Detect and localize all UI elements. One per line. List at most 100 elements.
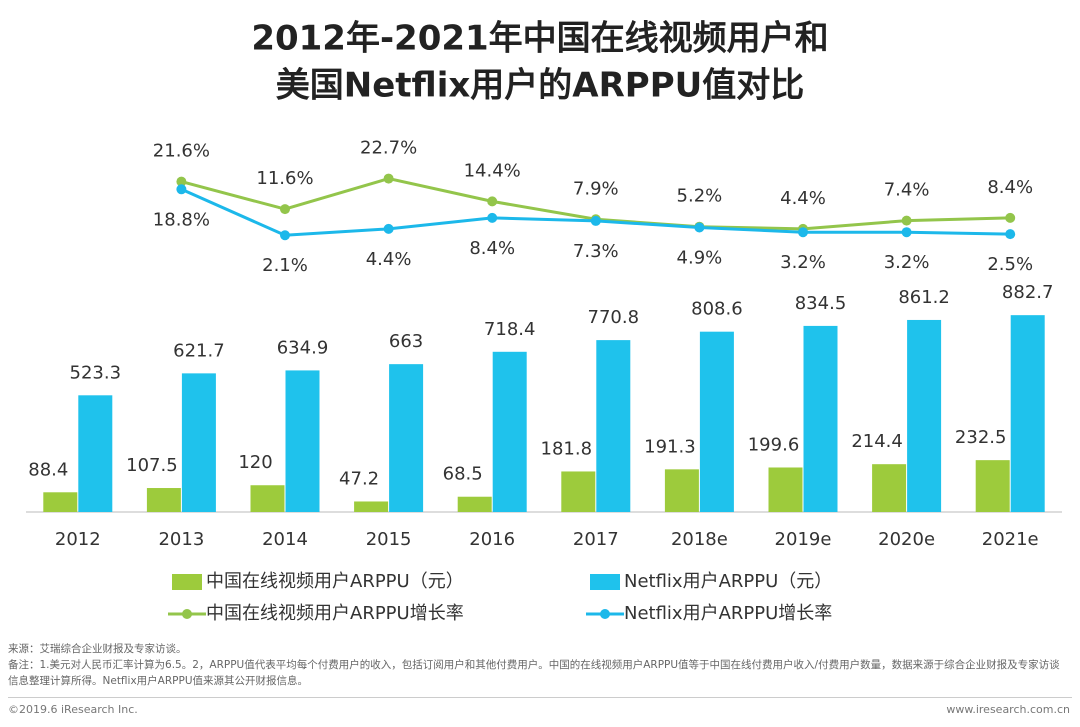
data-label: 7.9% — [573, 178, 619, 199]
marker — [798, 227, 808, 238]
bar — [1010, 315, 1045, 512]
footer-rule — [8, 697, 1072, 698]
bar — [389, 364, 424, 512]
data-label: 21.6% — [153, 141, 210, 162]
bar — [78, 395, 113, 512]
x-tick-label: 2017 — [573, 529, 619, 550]
bar — [457, 496, 492, 512]
data-label: 808.6 — [691, 299, 743, 320]
legend-swatch — [172, 574, 202, 590]
bar — [975, 460, 1010, 512]
data-label: 107.5 — [126, 455, 178, 476]
chart-title: 2012年-2021年中国在线视频用户和 — [251, 19, 828, 59]
data-label: 199.6 — [748, 434, 800, 455]
data-label: 523.3 — [70, 362, 122, 383]
marker — [176, 176, 187, 187]
x-tick-label: 2016 — [469, 529, 515, 550]
data-label: 8.4% — [469, 238, 515, 259]
data-label: 14.4% — [464, 160, 521, 181]
bar — [285, 370, 320, 512]
data-label: 11.6% — [256, 168, 313, 189]
bar — [907, 319, 942, 512]
bar — [250, 485, 285, 512]
data-label: 634.9 — [277, 337, 329, 358]
marker — [383, 173, 394, 184]
x-tick-label: 2020e — [878, 529, 935, 550]
marker — [487, 196, 498, 207]
data-label: 22.7% — [360, 138, 417, 159]
legend-label: Netflix用户ARPPU增长率 — [624, 603, 832, 624]
marker — [1005, 229, 1016, 240]
website: www.iresearch.com.cn — [946, 703, 1070, 716]
data-label: 7.4% — [884, 180, 930, 201]
data-label: 3.2% — [780, 252, 826, 273]
bar — [596, 340, 631, 512]
x-tick-label: 2012 — [55, 529, 101, 550]
bar — [664, 469, 699, 512]
data-label: 8.4% — [987, 177, 1033, 198]
data-label: 4.9% — [677, 248, 723, 269]
data-label: 191.3 — [644, 436, 696, 457]
legend-label: 中国在线视频用户ARPPU（元） — [206, 571, 464, 592]
data-label: 3.2% — [884, 252, 930, 273]
data-label: 181.8 — [541, 438, 593, 459]
bar — [803, 325, 838, 512]
chart: 2012年-2021年中国在线视频用户和 美国Netflix用户的ARPPU值对… — [26, 19, 1062, 624]
legend-label: 中国在线视频用户ARPPU增长率 — [206, 603, 464, 624]
marker — [280, 230, 290, 241]
x-tick-label: 2019e — [775, 529, 832, 550]
bar — [146, 488, 181, 512]
marker — [280, 204, 290, 215]
data-label: 68.5 — [443, 464, 483, 485]
data-label: 88.4 — [28, 459, 68, 480]
legend-swatch — [600, 609, 610, 619]
data-label: 4.4% — [780, 188, 826, 209]
source-note: 来源：艾瑞综合企业财报及专家访谈。 — [8, 643, 187, 655]
data-label: 770.8 — [588, 307, 640, 328]
data-label: 5.2% — [677, 186, 723, 207]
data-label: 718.4 — [484, 319, 536, 340]
marker — [901, 215, 912, 226]
bar — [699, 331, 734, 512]
data-label: 663 — [389, 331, 423, 352]
legend-swatch — [590, 574, 620, 590]
data-label: 621.7 — [173, 340, 225, 361]
legend-label: Netflix用户ARPPU（元） — [624, 571, 832, 592]
marker — [1005, 212, 1016, 223]
bar — [492, 351, 527, 512]
x-tick-label: 2015 — [366, 529, 412, 550]
data-label: 4.4% — [366, 249, 412, 270]
bar — [43, 492, 78, 512]
copyright: ©2019.6 iResearch Inc. — [8, 703, 138, 716]
data-label: 2.1% — [262, 255, 308, 276]
chart-subtitle: 美国Netflix用户的ARPPU值对比 — [276, 66, 805, 106]
x-tick-label: 2018e — [671, 529, 728, 550]
bar — [872, 464, 907, 512]
marker — [694, 222, 705, 233]
data-label: 834.5 — [795, 293, 847, 314]
data-label: 861.2 — [898, 287, 950, 308]
marker — [590, 215, 601, 226]
remark-note: 备注：1.美元对人民币汇率计算为6.5。2，ARPPU值代表平均每个付费用户的收… — [8, 659, 1060, 687]
marker — [487, 212, 498, 223]
bar — [181, 373, 216, 512]
x-tick-label: 2013 — [158, 529, 204, 550]
marker — [176, 184, 187, 195]
marker — [901, 227, 912, 238]
data-label: 47.2 — [339, 468, 379, 489]
data-label: 120 — [238, 452, 272, 473]
data-label: 882.7 — [1002, 282, 1054, 303]
x-tick-label: 2014 — [262, 529, 308, 550]
data-label: 232.5 — [955, 427, 1007, 448]
marker — [383, 223, 394, 234]
data-label: 7.3% — [573, 241, 619, 262]
data-label: 18.8% — [153, 209, 210, 230]
bar — [354, 501, 389, 512]
bar — [561, 471, 596, 512]
x-tick-label: 2021e — [982, 529, 1039, 550]
data-label: 2.5% — [987, 254, 1033, 275]
data-label: 214.4 — [851, 431, 903, 452]
legend-swatch — [182, 609, 192, 619]
bar — [768, 467, 803, 512]
